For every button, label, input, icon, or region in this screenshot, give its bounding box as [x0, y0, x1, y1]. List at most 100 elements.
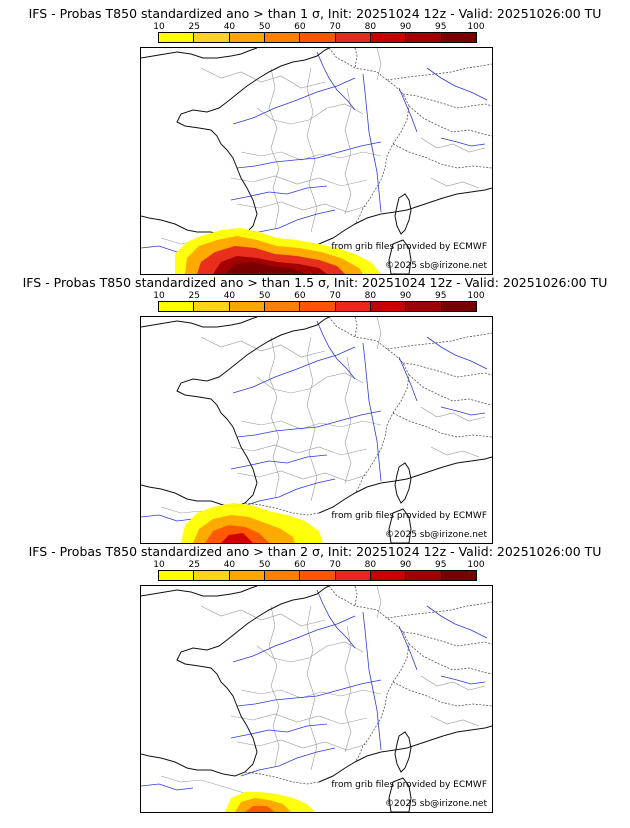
colorbar-tick-label: 25 — [188, 560, 200, 570]
colorbar-tick-label: 70 — [329, 22, 341, 32]
river — [141, 514, 194, 522]
colorbar-tick-label: 50 — [258, 22, 271, 32]
colorbar-segment — [370, 571, 407, 580]
colorbar-tick-label: 80 — [364, 560, 377, 570]
region-boundary — [256, 372, 364, 394]
england-coastline — [141, 317, 258, 328]
colorbar-segment — [300, 302, 336, 311]
river — [232, 346, 356, 394]
probability-contour — [225, 262, 307, 274]
mediterranean-coastline — [318, 456, 492, 514]
river — [240, 478, 336, 508]
credit-site: ©2025 sb@irizone.net — [385, 530, 487, 540]
river — [232, 615, 356, 663]
region-boundary — [306, 67, 318, 233]
river — [440, 675, 486, 685]
country-border — [408, 105, 492, 137]
colorbar-tick-label: 100 — [467, 560, 485, 570]
sardinia-coastline — [388, 239, 412, 274]
mediterranean-coastline — [318, 187, 492, 245]
colorbar-tick-label: 100 — [467, 291, 485, 301]
country-border — [328, 586, 410, 763]
country-border — [354, 317, 358, 338]
region-boundary — [256, 103, 364, 125]
colorbar-segment — [229, 302, 265, 311]
panel-title: IFS - Probas T850 standardized ano > tha… — [28, 6, 602, 21]
probability-map: from grib files provided by ECMWF ©2025 … — [140, 316, 493, 544]
colorbar-segment — [370, 33, 407, 42]
region-boundary — [230, 175, 368, 187]
country-border — [386, 601, 492, 619]
probability-contour — [245, 806, 275, 812]
region-boundary — [376, 317, 382, 350]
colorbar — [158, 570, 477, 581]
region-boundary — [430, 715, 480, 727]
colorbar-segment — [335, 33, 371, 42]
country-border — [392, 143, 492, 169]
region-boundary — [376, 586, 382, 619]
region-boundary — [306, 336, 318, 502]
colorbar-tick-label: 25 — [188, 22, 200, 32]
colorbar-tick-label: 95 — [435, 560, 447, 570]
river — [232, 77, 356, 125]
region-boundary — [240, 151, 382, 161]
colorbar-tick-label: 60 — [294, 22, 306, 32]
river — [236, 679, 382, 707]
region-boundary — [430, 446, 480, 458]
colorbar-segment — [441, 571, 476, 580]
map-svg — [141, 48, 492, 274]
region-boundary — [344, 87, 352, 215]
region-boundary — [236, 470, 368, 482]
river — [236, 141, 382, 169]
river — [230, 723, 328, 739]
sardinia-coastline — [388, 777, 412, 812]
credit-grib: from grib files provided by ECMWF — [331, 780, 487, 790]
colorbar-tick-label: 40 — [223, 291, 236, 301]
colorbar-tick-label: 90 — [399, 22, 412, 32]
region-boundary — [240, 420, 382, 430]
river — [426, 336, 488, 370]
credit-site: ©2025 sb@irizone.net — [385, 799, 487, 809]
england-coastline — [141, 48, 258, 59]
atlantic-coastline — [141, 317, 330, 508]
country-border — [402, 362, 492, 378]
colorbar-tick-label: 80 — [364, 22, 377, 32]
river — [426, 605, 488, 639]
probability-map: from grib files provided by ECMWF ©2025 … — [140, 47, 493, 275]
credit-grib: from grib files provided by ECMWF — [331, 511, 487, 521]
colorbar-tick-label: 60 — [294, 291, 306, 301]
colorbar-segment — [300, 571, 336, 580]
colorbar-tick-label: 40 — [223, 560, 236, 570]
colorbar-tick-label: 80 — [364, 291, 377, 301]
colorbar-segment — [229, 33, 265, 42]
region-boundary — [306, 605, 318, 771]
country-border — [386, 63, 492, 81]
river — [316, 320, 356, 380]
colorbar-segment — [264, 33, 301, 42]
river — [240, 747, 336, 777]
country-border — [354, 586, 358, 607]
country-border — [408, 643, 492, 675]
country-border — [386, 332, 492, 350]
map-svg — [141, 586, 492, 812]
region-boundary — [344, 625, 352, 753]
country-border — [408, 374, 492, 406]
colorbar-segment — [441, 33, 476, 42]
country-border — [354, 48, 358, 69]
colorbar-segment — [159, 571, 195, 580]
colorbar-segment — [406, 302, 442, 311]
colorbar-ticks: 10 25 40 50 60 70 80 90 95 100 — [153, 22, 484, 32]
mediterranean-coastline — [318, 725, 492, 783]
colorbar-segment — [264, 302, 301, 311]
colorbar — [158, 32, 477, 43]
colorbar-tick-label: 25 — [188, 291, 200, 301]
colorbar-tick-label: 50 — [258, 291, 271, 301]
colorbar-segment — [441, 302, 476, 311]
colorbar-segment — [300, 33, 336, 42]
region-boundary — [420, 137, 486, 153]
panel-title: IFS - Probas T850 standardized ano > tha… — [22, 275, 608, 290]
colorbar-segment — [194, 33, 230, 42]
region-boundary — [430, 177, 480, 189]
colorbar-tick-label: 70 — [329, 560, 341, 570]
region-boundary — [376, 48, 382, 81]
